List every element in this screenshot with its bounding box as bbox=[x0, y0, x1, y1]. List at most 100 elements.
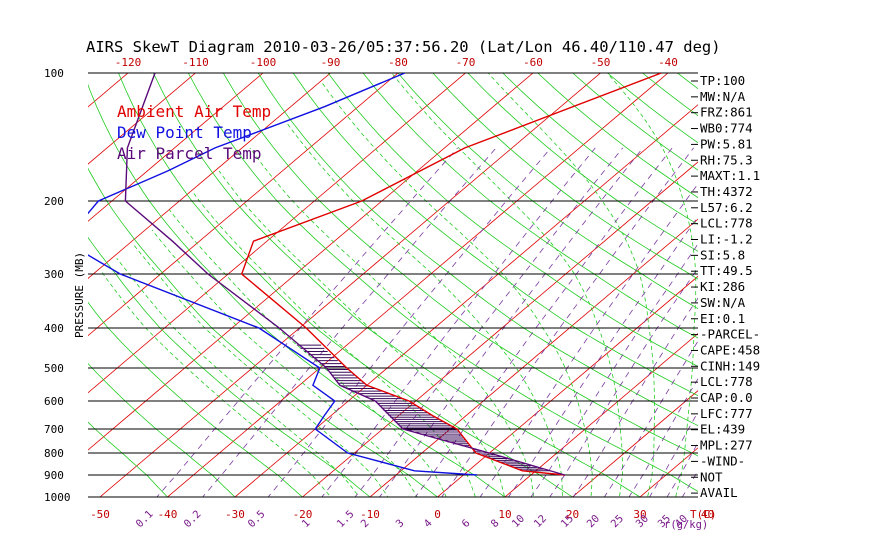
moist-adiabat-line bbox=[606, 73, 697, 497]
index-label: MAXT:1.1 bbox=[700, 168, 760, 183]
parcel-temp-line bbox=[124, 73, 565, 476]
moist-adiabat-line bbox=[169, 209, 447, 497]
isotherm-line bbox=[504, 332, 698, 497]
mixing-ratio-label: 10 bbox=[510, 513, 527, 530]
dry-adiabat-line bbox=[432, 73, 698, 280]
moist-adiabat-line bbox=[151, 229, 418, 497]
top-temp-tick-label: -90 bbox=[321, 56, 341, 69]
x-axis-label: T(C) bbox=[690, 508, 717, 521]
legend: Ambient Air Temp Dew Point Temp Air Parc… bbox=[117, 102, 271, 163]
index-label: MW:N/A bbox=[700, 89, 746, 104]
dry-adiabat-line bbox=[792, 32, 870, 517]
mixing-ratio-label: 12 bbox=[532, 513, 549, 530]
index-label: PW:5.81 bbox=[700, 136, 753, 151]
isotherm-line bbox=[88, 73, 264, 222]
dry-adiabat-line bbox=[88, 83, 506, 497]
isotherm-line bbox=[436, 275, 698, 497]
pressure-tick-label: 400 bbox=[44, 322, 64, 335]
dry-adiabat-line bbox=[222, 73, 698, 457]
bottom-temp-tick-label: -50 bbox=[90, 508, 110, 521]
isotherm-line bbox=[819, 32, 870, 517]
mixing-ratio-label: 20 bbox=[585, 513, 602, 530]
chart-title: AIRS SkewT Diagram 2010-03-26/05:37:56.2… bbox=[86, 38, 721, 56]
index-label: AVAIL bbox=[700, 485, 738, 500]
dry-adiabat-line bbox=[825, 32, 870, 517]
top-temp-tick-label: -80 bbox=[388, 56, 408, 69]
dry-adiabat-line bbox=[88, 363, 236, 497]
top-temp-tick-label: -120 bbox=[115, 56, 142, 69]
isotherm-line bbox=[752, 32, 870, 517]
index-label: CAPE:458 bbox=[700, 342, 760, 357]
dewpoint-temp-line bbox=[88, 73, 478, 476]
pressure-tick-label: 300 bbox=[44, 268, 64, 281]
bottom-temp-tick-label: 10 bbox=[498, 508, 511, 521]
dry-adiabat-line bbox=[88, 236, 371, 497]
pressure-tick-label: 600 bbox=[44, 395, 64, 408]
mixing-ratio-label: 0.1 bbox=[134, 508, 156, 530]
index-label: TT:49.5 bbox=[700, 263, 753, 278]
pressure-tick-label: 1000 bbox=[44, 491, 71, 504]
moist-adiabat-line bbox=[321, 81, 593, 497]
index-label: SW:N/A bbox=[700, 295, 746, 310]
index-label: L57:6.2 bbox=[700, 200, 753, 215]
index-label: CAP:0.0 bbox=[700, 390, 753, 405]
index-label: NOT bbox=[700, 469, 723, 484]
pressure-tick-label: 800 bbox=[44, 447, 64, 460]
pressure-tick-label: 100 bbox=[44, 67, 64, 80]
index-label: LI:-1.2 bbox=[700, 232, 753, 247]
dry-adiabat-line bbox=[397, 73, 698, 310]
dry-adiabat-line bbox=[88, 301, 304, 497]
index-label: RH:75.3 bbox=[700, 152, 753, 167]
top-temp-tick-label: -60 bbox=[523, 56, 543, 69]
isotherm-line bbox=[0, 32, 42, 517]
dry-adiabat-line bbox=[362, 73, 698, 339]
index-label: MPL:277 bbox=[700, 438, 753, 453]
top-temp-tick-label: -100 bbox=[250, 56, 277, 69]
dry-adiabat-line bbox=[88, 421, 169, 497]
bottom-temp-tick-label: -20 bbox=[293, 508, 313, 521]
y-axis-label: PRESSURE (MB) bbox=[73, 252, 86, 338]
moist-adiabat-line bbox=[285, 121, 563, 497]
dry-adiabat-line bbox=[187, 73, 698, 492]
index-label: LCL:778 bbox=[700, 374, 753, 389]
moist-adiabat-line bbox=[218, 170, 506, 497]
isotherm-line bbox=[571, 390, 698, 497]
sounding-series bbox=[88, 73, 662, 476]
legend-ambient: Ambient Air Temp bbox=[117, 102, 271, 121]
index-label: TP:100 bbox=[700, 73, 745, 88]
pressure-tick-label: 200 bbox=[44, 195, 64, 208]
bottom-temp-tick-label: 0 bbox=[434, 508, 441, 521]
legend-parcel: Air Parcel Temp bbox=[117, 144, 262, 163]
index-label: TH:4372 bbox=[700, 184, 753, 199]
mixing-ratio-label: 1.5 bbox=[335, 508, 357, 530]
top-temp-tick-label: -50 bbox=[591, 56, 611, 69]
index-label: EI:0.1 bbox=[700, 311, 745, 326]
top-temp-tick-label: -40 bbox=[658, 56, 678, 69]
mixing-ratio-label: 3 bbox=[394, 517, 407, 530]
moist-adiabat-line bbox=[192, 191, 476, 497]
index-label: LFC:777 bbox=[700, 406, 753, 421]
mixing-ratio-label: 0.2 bbox=[182, 508, 204, 530]
top-temp-tick-label: -70 bbox=[456, 56, 476, 69]
dry-adiabat-line bbox=[118, 73, 574, 497]
mixing-ratio-label: 6 bbox=[460, 517, 473, 530]
index-label: -PARCEL- bbox=[700, 327, 760, 342]
dry-adiabat-line bbox=[257, 73, 698, 427]
stability-indices: TP:100MW:N/AFRZ:861WB0:774PW:5.81RH:75.3… bbox=[691, 73, 760, 500]
top-temp-tick-label: -110 bbox=[182, 56, 209, 69]
bottom-temp-tick-label: -30 bbox=[225, 508, 245, 521]
mixing-ratio-label: 0.5 bbox=[246, 508, 268, 530]
bottom-temp-tick-label: -40 bbox=[158, 508, 178, 521]
mixing-ratio-label: 4 bbox=[422, 517, 435, 530]
dry-adiabat-line bbox=[152, 73, 641, 497]
mixing-ratio-unit: r(g/kg) bbox=[664, 519, 708, 531]
pressure-tick-label: 900 bbox=[44, 469, 64, 482]
index-label: EL:439 bbox=[700, 422, 745, 437]
index-label: WB0:774 bbox=[700, 121, 753, 136]
dry-adiabat-line bbox=[292, 73, 698, 397]
pressure-tick-label: 700 bbox=[44, 423, 64, 436]
index-label: FRZ:861 bbox=[700, 105, 753, 120]
index-label: -WIND- bbox=[700, 453, 745, 468]
moist-adiabat-line bbox=[249, 147, 535, 497]
